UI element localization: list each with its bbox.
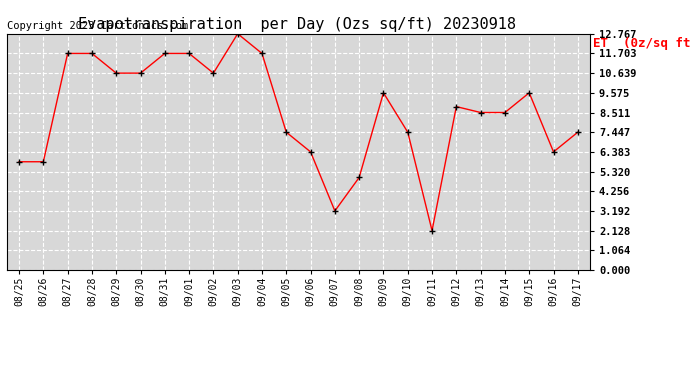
Text: ET  (0z/sq ft): ET (0z/sq ft) — [593, 38, 690, 51]
Text: Evapotranspiration  per Day (Ozs sq/ft) 20230918: Evapotranspiration per Day (Ozs sq/ft) 2… — [78, 17, 515, 32]
Text: Copyright 2023 Cartronics.com: Copyright 2023 Cartronics.com — [7, 21, 188, 32]
